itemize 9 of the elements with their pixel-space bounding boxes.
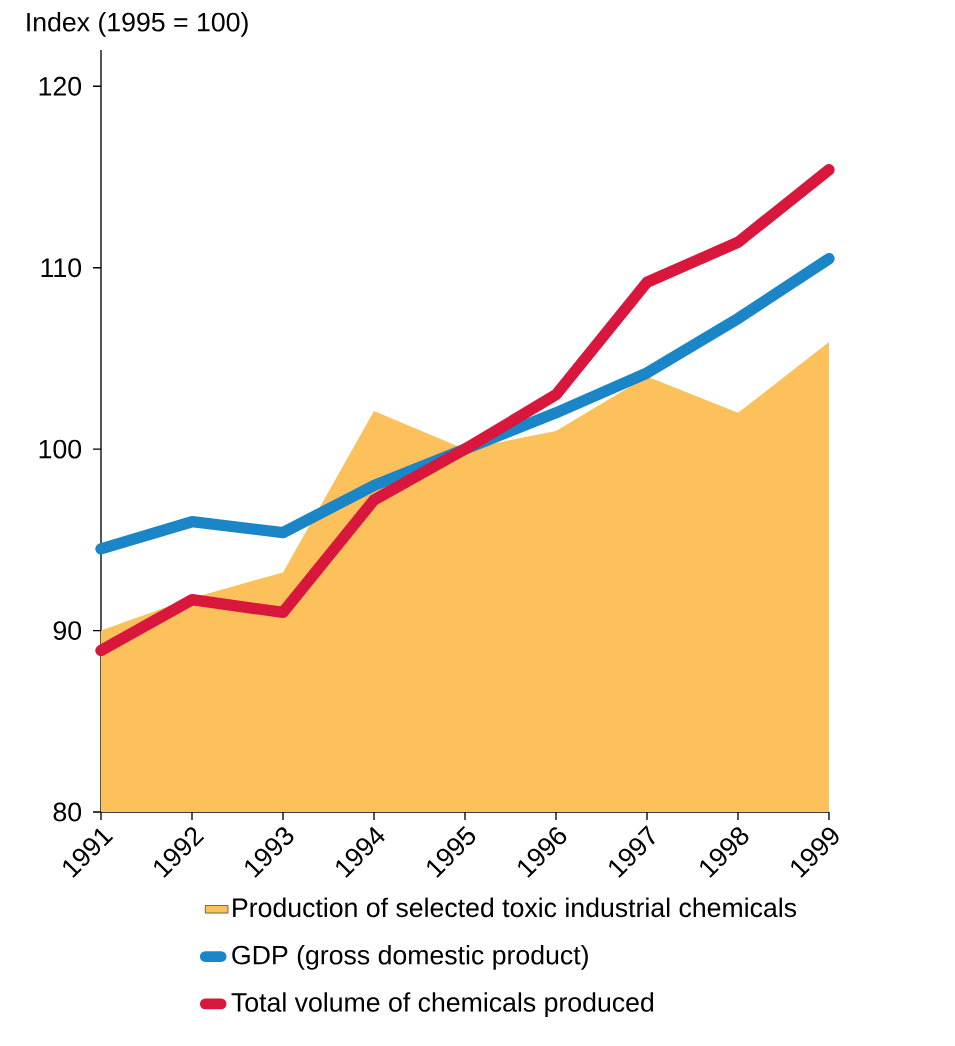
y-axis-title: Index (1995 = 100) bbox=[27, 12, 248, 37]
y-tick-label: 90 bbox=[53, 621, 82, 640]
legend-label: GDP (gross domestic product) bbox=[232, 944, 588, 970]
y-tick-label: 110 bbox=[41, 258, 82, 278]
y-tick-label: 100 bbox=[39, 439, 82, 459]
legend-label: Total volume of chemicals produced bbox=[231, 992, 654, 1018]
y-tick-label: 80 bbox=[53, 802, 82, 822]
y-tick-label: 120 bbox=[39, 76, 82, 96]
legend-label: Production of selected toxic industrial chemicals bbox=[233, 897, 797, 918]
